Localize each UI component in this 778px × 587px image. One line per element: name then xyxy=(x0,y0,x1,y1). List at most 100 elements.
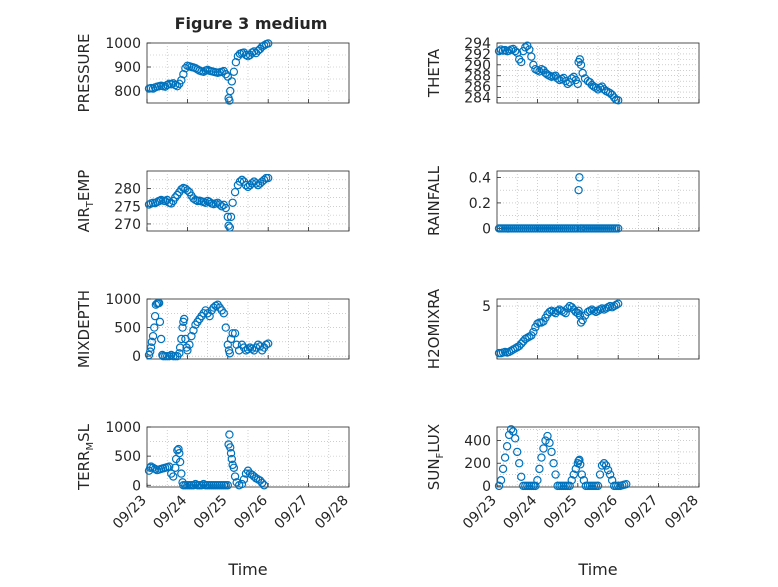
h2omixra-data-point xyxy=(585,306,595,315)
sun_flux-data-point xyxy=(549,459,558,468)
terr_msl-data-point xyxy=(148,463,158,472)
mixdepth-data-point xyxy=(205,311,214,321)
sun_flux-data-point xyxy=(622,479,631,489)
air_temp-ytick-label: 275 xyxy=(114,199,141,215)
h2omixra-data-point xyxy=(614,299,623,308)
air_temp-data-point xyxy=(226,212,236,222)
theta-data-point xyxy=(553,74,562,83)
sun_flux-data-point xyxy=(599,459,609,468)
sun_flux-xtick-label: 09/26 xyxy=(581,492,621,532)
mixdepth-data-point xyxy=(221,323,230,332)
theta-data-point xyxy=(591,83,601,92)
air_temp-data-point xyxy=(223,212,232,222)
mixdepth-data-point xyxy=(146,343,156,352)
mixdepth-data-point xyxy=(185,340,194,349)
sun_flux-data-point xyxy=(607,476,617,485)
theta-data-point xyxy=(517,57,526,67)
mixdepth-data-point xyxy=(183,346,192,355)
terr_msl-data-point xyxy=(229,463,239,472)
terr_msl-data-point xyxy=(146,462,156,471)
h2omixra-data-point xyxy=(591,307,601,317)
h2omixra-data-point xyxy=(599,305,609,314)
theta-ytick-label: 288 xyxy=(464,69,491,85)
rainfall-ytick-label: 0.4 xyxy=(469,170,491,186)
pressure-data-point xyxy=(177,75,186,85)
mixdepth-data-point xyxy=(179,314,189,324)
sun_flux-data-point xyxy=(547,447,556,457)
sun_flux-data-point xyxy=(545,438,554,448)
terr_msl-data-point xyxy=(257,478,267,488)
h2omixra-data-point xyxy=(595,305,605,314)
sun_flux-data-point xyxy=(496,476,506,485)
air_temp-data-point xyxy=(247,179,257,188)
h2omixra-data-point xyxy=(611,300,621,310)
theta-ytick-label: 284 xyxy=(464,91,491,107)
mixdepth-data-point xyxy=(228,329,237,338)
sun_flux-data-point xyxy=(533,476,542,485)
terr_msl-data-point xyxy=(226,449,236,458)
theta-data-point xyxy=(576,60,586,70)
sun_flux-data-point xyxy=(595,470,605,479)
h2omixra-data-point xyxy=(603,303,613,312)
sun_flux-ylabel: SUNFLUX xyxy=(425,424,446,490)
sun_flux-data-point xyxy=(517,472,526,482)
h2omixra-data-point xyxy=(508,345,518,354)
mixdepth-ylabel: MIXDEPTH xyxy=(75,290,93,368)
mixdepth-data-point xyxy=(155,317,165,327)
h2omixra-data-point xyxy=(589,306,599,315)
theta-data-point xyxy=(614,96,623,105)
air_temp-data-point xyxy=(230,187,240,197)
sun_flux-data-point xyxy=(535,464,544,474)
theta-series xyxy=(494,41,623,105)
theta-ytick-label: 286 xyxy=(464,80,491,96)
air_temp-data-point xyxy=(228,198,237,207)
air_temp-ytick-label: 270 xyxy=(114,217,141,233)
h2omixra-data-point xyxy=(555,305,564,314)
terr_msl-data-point xyxy=(239,475,249,484)
pressure-data-point xyxy=(179,69,188,79)
terr_msl-xtick-label: 09/23 xyxy=(110,493,150,533)
h2omixra-data-point xyxy=(529,327,538,337)
sun_flux-data-point xyxy=(500,453,510,462)
pressure-data-point xyxy=(247,48,257,57)
theta-data-point xyxy=(578,68,587,78)
h2omixra-data-point xyxy=(587,305,597,314)
air_temp-ytick-label: 280 xyxy=(114,182,141,198)
air_temp-data-point xyxy=(177,185,186,194)
sun_flux-data-point xyxy=(551,470,560,479)
air_temp-data-point xyxy=(235,177,245,186)
air_temp-data-point xyxy=(201,198,210,207)
h2omixra-data-point xyxy=(553,306,562,315)
air_temp-data-point xyxy=(215,200,224,209)
terr_msl-ytick-label: 500 xyxy=(114,449,141,465)
theta-data-point xyxy=(521,43,530,52)
sun_flux-data-point xyxy=(539,444,548,453)
h2omixra-data-point xyxy=(523,333,532,343)
h2omixra-data-point xyxy=(561,308,570,318)
rainfall-ylabel: RAINFALL xyxy=(425,165,443,236)
theta-data-point xyxy=(535,67,544,76)
sun_flux-data-point xyxy=(531,481,540,491)
mixdepth-data-point xyxy=(189,326,198,335)
terr_msl-data-point xyxy=(251,474,261,483)
sun_flux-xtick-label: 09/27 xyxy=(622,493,662,533)
subplot-sun_flux: 0 200 400 09/23 09/24 09/25 09/26 09/27 09/28 SUN… xyxy=(425,424,702,579)
h2omixra-data-point xyxy=(563,304,572,313)
h2omixra-data-point xyxy=(601,304,611,313)
air_temp-series xyxy=(144,173,273,232)
sun_flux-data-point xyxy=(597,461,607,470)
sun_flux-data-point xyxy=(565,481,574,491)
mixdepth-data-point xyxy=(150,323,159,332)
rainfall-data-point xyxy=(573,224,583,233)
h2omixra-ylabel: H2OMIXRA xyxy=(425,288,443,369)
mixdepth-data-point xyxy=(154,298,164,308)
terr_msl-data-point xyxy=(225,430,234,439)
pressure-data-point xyxy=(162,80,172,90)
terr_msl-xtick-label: 09/27 xyxy=(272,493,312,533)
air_temp-data-point xyxy=(264,173,273,183)
terr_msl-data-point xyxy=(197,481,206,490)
air_temp-data-point xyxy=(205,197,214,207)
theta-ylabel: THETA xyxy=(425,48,443,98)
h2omixra-data-point xyxy=(547,306,556,315)
